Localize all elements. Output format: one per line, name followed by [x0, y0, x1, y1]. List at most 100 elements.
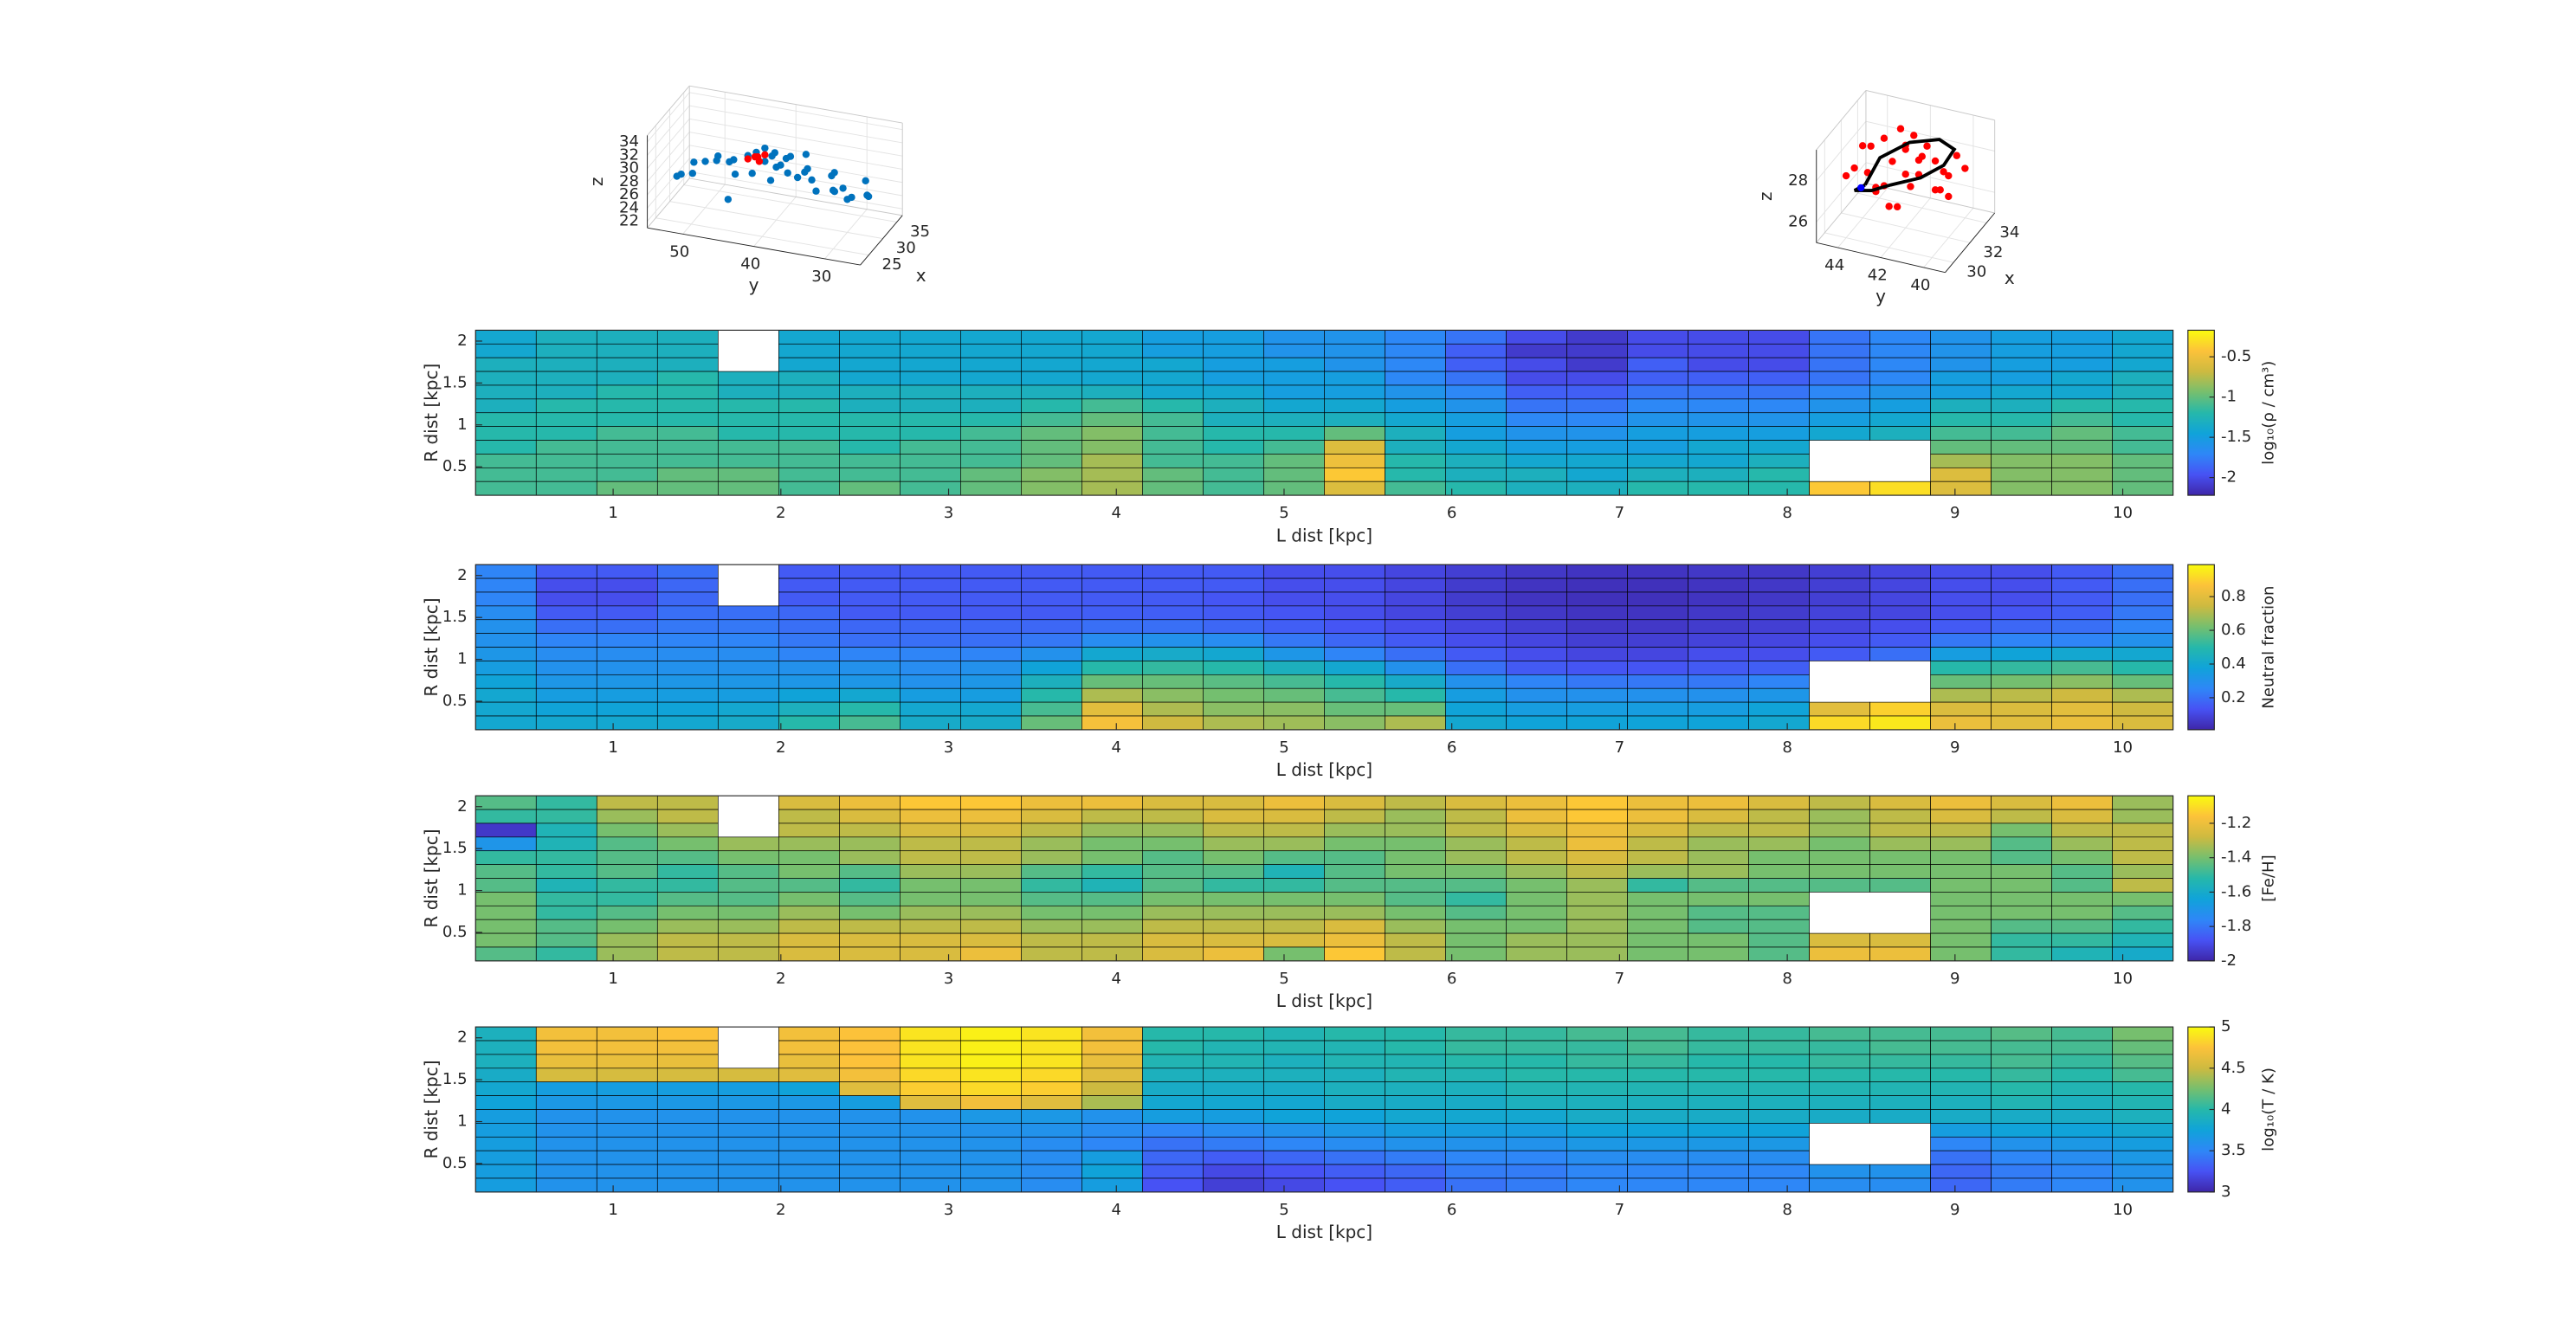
heatmap-cell	[1506, 864, 1567, 879]
scatter-point	[690, 158, 698, 166]
heatmap-cell	[1021, 1040, 1082, 1055]
heatmap-cell	[1869, 864, 1931, 879]
heatmap-cell	[656, 674, 719, 689]
heatmap-cell	[1627, 795, 1688, 810]
heatmap-cell	[1263, 605, 1325, 621]
heatmap-cell	[2112, 1054, 2173, 1069]
heatmap-cell	[900, 1164, 961, 1179]
heatmap-cell	[2112, 687, 2173, 703]
y-tick-label: 2	[457, 1029, 468, 1047]
heatmap-cell	[839, 850, 901, 865]
heatmap-cell	[1445, 1067, 1507, 1083]
y-tick-label: 1.5	[442, 1070, 468, 1088]
heatmap-cell	[1506, 343, 1567, 358]
heatmap-cell	[1081, 878, 1143, 893]
heatmap-cell	[1203, 577, 1264, 593]
z-tick-label: 32	[619, 145, 639, 164]
heatmap-cell	[475, 905, 537, 920]
heatmap-cell	[2112, 850, 2173, 865]
heatmap-cell	[1081, 440, 1143, 455]
heatmap-cell	[1324, 661, 1385, 675]
heatmap-cell	[717, 932, 779, 948]
heatmap-cell	[656, 454, 719, 468]
heatmap-cell	[1385, 1040, 1446, 1055]
x-tick-label: 10	[2113, 1201, 2133, 1219]
heatmap-cell	[1445, 647, 1507, 661]
heatmap-cell	[656, 412, 719, 427]
heatmap-cell	[1627, 467, 1688, 482]
heatmap-cell	[778, 1067, 840, 1083]
heatmap-cell	[778, 864, 840, 879]
colorbar-tick-label: 3	[2221, 1183, 2231, 1201]
scatter-point	[864, 192, 873, 201]
heatmap-cell	[1324, 605, 1385, 621]
heatmap-cell	[596, 371, 658, 386]
heatmap-cell	[1385, 605, 1446, 621]
heatmap-cell	[900, 905, 961, 920]
colorbar-tick-label: -1.4	[2221, 848, 2251, 867]
heatmap-cell	[1263, 946, 1325, 962]
heatmap-cell	[1930, 836, 1992, 852]
heatmap-cell	[960, 398, 1022, 414]
heatmap-cell	[1142, 661, 1204, 675]
heatmap-cell	[778, 1150, 840, 1165]
heatmap-cell	[475, 440, 537, 455]
heatmap-cell	[839, 836, 901, 852]
heatmap-cell	[1930, 1026, 1992, 1042]
heatmap-cell	[1385, 1054, 1446, 1069]
heatmap-cell	[839, 330, 901, 345]
heatmap-cell	[1688, 426, 1749, 441]
scatter-point	[761, 151, 769, 158]
heatmap-cell	[2112, 674, 2173, 689]
heatmap-cell	[717, 398, 779, 414]
heatmap-cell	[1445, 343, 1507, 358]
heatmap-cell	[778, 809, 840, 824]
heatmap-cell	[1506, 412, 1567, 427]
heatmap-cell	[535, 1123, 597, 1138]
heatmap-cell	[596, 836, 658, 852]
heatmap-cell	[960, 1067, 1022, 1083]
heatmap-cell	[960, 357, 1022, 372]
heatmap-cell	[1506, 1054, 1567, 1069]
heatmap-cell	[1748, 1040, 1810, 1055]
heatmap-cell	[1142, 919, 1204, 934]
heatmap-cell	[596, 619, 658, 634]
heatmap-cell	[900, 946, 961, 962]
heatmap-cell	[475, 892, 537, 906]
heatmap-cell	[1506, 371, 1567, 386]
heatmap-cell	[778, 467, 840, 482]
heatmap-cell	[1203, 795, 1264, 810]
heatmap-cell	[1445, 687, 1507, 703]
heatmap-cell	[1506, 619, 1567, 634]
heatmap-cell	[1324, 633, 1385, 648]
heatmap-cell	[1930, 605, 1992, 621]
heatmap-cell	[535, 1081, 597, 1096]
heatmap-cell	[1203, 1123, 1264, 1138]
scatter-point	[761, 144, 769, 152]
heatmap-cell	[1869, 412, 1931, 427]
heatmap-cell	[960, 343, 1022, 358]
heatmap-cell	[1142, 701, 1204, 717]
x-tick-label: 6	[1447, 970, 1457, 988]
heatmap-cell	[1506, 795, 1567, 810]
heatmap-cell	[2112, 864, 2173, 879]
heatmap-cell	[475, 1067, 537, 1083]
colorbar-tick-label: 4.5	[2221, 1059, 2246, 1077]
grid-line	[647, 145, 690, 196]
heatmap-cell	[778, 1081, 840, 1096]
heatmap-cell	[2051, 674, 2113, 689]
heatmap-cell	[1021, 398, 1082, 414]
heatmap-cell	[1991, 1095, 2052, 1110]
heatmap-cell	[839, 809, 901, 824]
heatmap-cell	[656, 1095, 719, 1110]
heatmap-cell	[475, 1081, 537, 1096]
heatmap-cell	[1809, 836, 1870, 852]
heatmap-cell	[475, 619, 537, 634]
heatmap-cell	[1506, 564, 1567, 579]
heatmap-cell	[1081, 480, 1143, 496]
heatmap-cell	[1748, 1150, 1810, 1165]
heatmap-cell	[900, 1067, 961, 1083]
heatmap-cell	[1869, 1026, 1931, 1042]
heatmap-cell	[1809, 1054, 1870, 1069]
heatmap-cell	[778, 480, 840, 496]
